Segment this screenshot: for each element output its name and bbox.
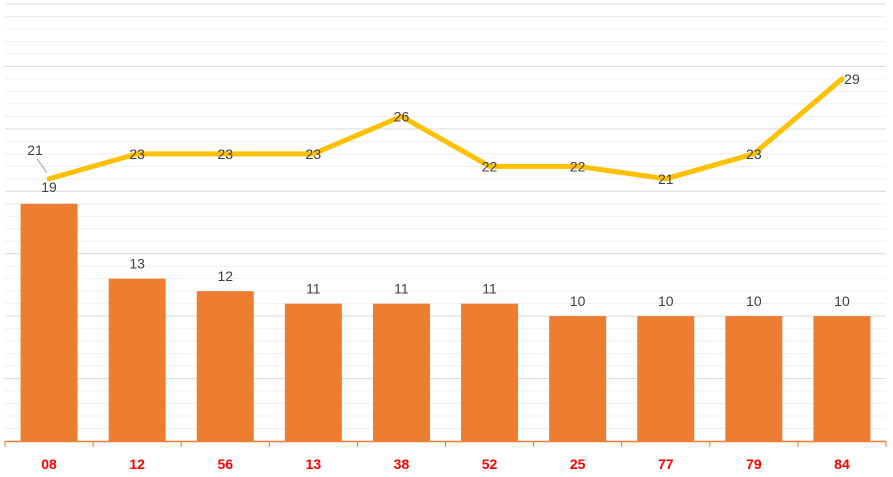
data-labels: 13 12 11 11 11 10 10 10 10 21 23 23 23 26 22 22 21 23 29 19 bbox=[27, 71, 860, 309]
bar-value-label: 11 bbox=[482, 281, 497, 297]
bar-value-label: 12 bbox=[217, 268, 233, 284]
x-tick-label: 52 bbox=[482, 456, 498, 472]
bar bbox=[284, 303, 342, 441]
x-tick-label: 56 bbox=[217, 456, 233, 472]
bar bbox=[461, 303, 519, 441]
line-value-label: 22 bbox=[482, 158, 498, 174]
bar bbox=[813, 316, 871, 441]
line-value-label: 21 bbox=[27, 142, 43, 158]
line-value-label: 23 bbox=[746, 146, 762, 162]
line-value-label: 23 bbox=[306, 146, 322, 162]
bar bbox=[108, 278, 166, 441]
bar-value-label: 19 bbox=[41, 179, 57, 195]
bar bbox=[20, 203, 78, 441]
x-tick-label: 25 bbox=[570, 456, 586, 472]
bar-value-label: 10 bbox=[834, 293, 850, 309]
x-tick-label: 38 bbox=[394, 456, 410, 472]
line-value-label: 22 bbox=[570, 158, 586, 174]
line-value-label: 23 bbox=[217, 146, 233, 162]
bar-value-label: 10 bbox=[658, 293, 674, 309]
bar-value-label: 11 bbox=[394, 281, 409, 297]
x-tick-label: 08 bbox=[41, 456, 57, 472]
x-axis: 08 12 56 13 38 52 25 77 79 84 bbox=[4, 440, 887, 472]
x-tick-label: 13 bbox=[306, 456, 322, 472]
x-tick-label: 12 bbox=[129, 456, 145, 472]
x-tick-label: 84 bbox=[834, 456, 850, 472]
line-value-label: 26 bbox=[394, 108, 410, 124]
bar-series bbox=[20, 203, 871, 441]
line-series bbox=[46, 76, 845, 182]
line-path bbox=[46, 76, 845, 182]
bar-value-label: 10 bbox=[570, 293, 586, 309]
leader-line bbox=[36, 158, 48, 174]
bar bbox=[725, 316, 783, 441]
bar bbox=[549, 316, 607, 441]
bar bbox=[637, 316, 695, 441]
bar bbox=[196, 291, 254, 441]
x-tick-label: 79 bbox=[746, 456, 762, 472]
line-value-label: 29 bbox=[844, 71, 860, 87]
bar bbox=[372, 303, 430, 441]
line-value-label: 21 bbox=[658, 171, 674, 187]
bar-value-label: 10 bbox=[746, 293, 762, 309]
bar-value-label: 13 bbox=[129, 256, 145, 272]
x-tick-label: 77 bbox=[658, 456, 674, 472]
line-value-label: 23 bbox=[129, 146, 145, 162]
bar-value-label: 11 bbox=[306, 281, 321, 297]
